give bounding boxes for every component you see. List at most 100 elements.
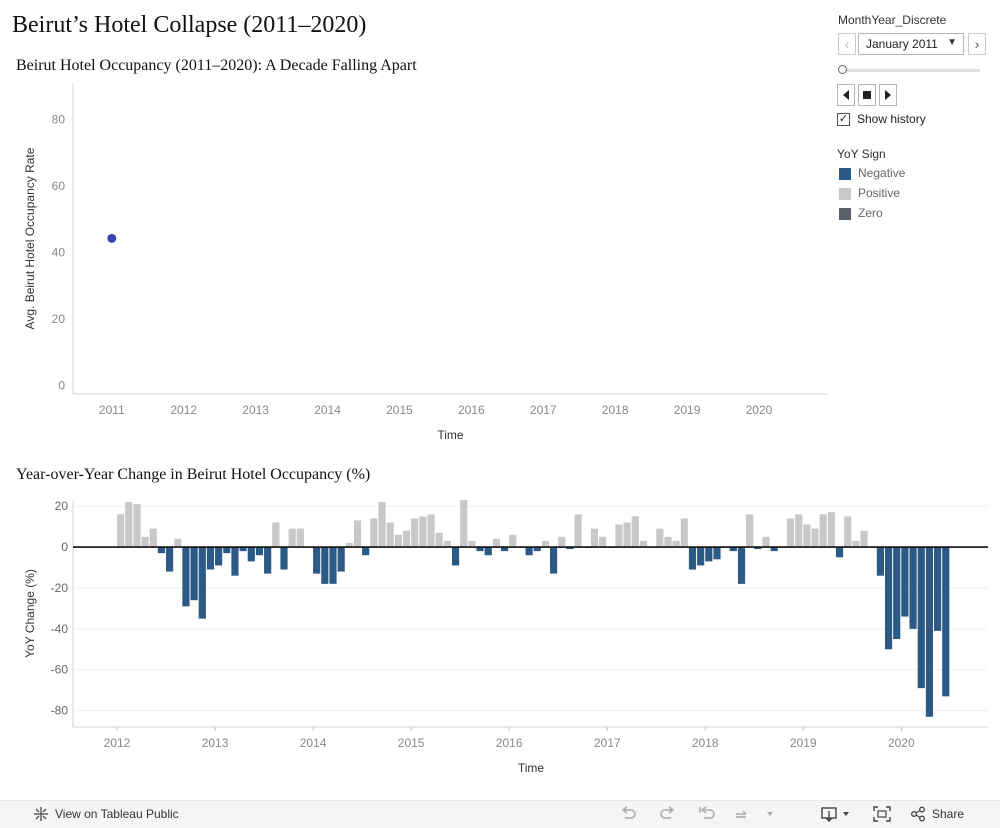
legend-swatch-negative xyxy=(839,168,851,180)
chart1-x-tick-label: 2011 xyxy=(99,403,125,417)
yoy-bar xyxy=(337,547,345,572)
legend-swatch-positive xyxy=(839,188,851,200)
chart1-title: Beirut Hotel Occupancy (2011–2020): A De… xyxy=(16,57,417,74)
yoy-bar xyxy=(182,547,190,607)
chart1-y-tick-label: 80 xyxy=(52,113,66,127)
yoy-bar xyxy=(615,524,623,548)
yoy-bar xyxy=(157,547,166,554)
yoy-bar xyxy=(917,547,925,689)
yoy-bar-chart[interactable]: 20 0 -20 -40 -60 -80 2012 2013 2014 2015 2016 2017 2… xyxy=(0,495,1000,790)
yoy-bar xyxy=(876,547,884,576)
chart2-x-tick-label: 2018 xyxy=(692,736,719,750)
yoy-bar xyxy=(541,540,550,548)
show-history-label: Show history xyxy=(857,112,926,126)
chart1-x-tick-label: 2013 xyxy=(242,403,269,417)
yoy-bar xyxy=(713,547,721,560)
yoy-bar xyxy=(623,522,631,548)
yoy-bar xyxy=(942,547,950,697)
chart1-x-tick-label: 2015 xyxy=(386,403,413,417)
next-month-button[interactable]: › xyxy=(968,33,986,55)
chart2-y-tick-label: -20 xyxy=(51,581,69,595)
stop-button[interactable] xyxy=(858,84,876,106)
yoy-bar xyxy=(427,514,435,548)
yoy-bar xyxy=(803,524,811,548)
yoy-bar xyxy=(754,547,762,550)
view-on-tableau-label: View on Tableau Public xyxy=(55,807,179,821)
yoy-bar xyxy=(901,547,909,617)
yoy-bar xyxy=(239,547,247,552)
chart2-title: Year-over-Year Change in Beirut Hotel Oc… xyxy=(16,466,371,483)
yoy-bar xyxy=(362,547,370,556)
occupancy-scatter-chart[interactable]: 0 20 40 60 80 2011 2012 2013 2014 2015 2016 2017 201… xyxy=(0,78,835,448)
stop-icon xyxy=(863,91,871,99)
yoy-bar xyxy=(599,536,607,548)
yoy-bar xyxy=(819,514,827,548)
fullscreen-icon[interactable] xyxy=(872,805,892,823)
undo-icon[interactable] xyxy=(618,805,638,823)
occupancy-data-point xyxy=(107,233,117,243)
redo-icon[interactable] xyxy=(658,805,678,823)
yoy-bar xyxy=(190,547,198,601)
step-back-button[interactable] xyxy=(837,84,855,106)
chart2-x-tick-label: 2020 xyxy=(888,736,915,750)
yoy-bar xyxy=(460,500,468,548)
chart1-y-tick-label: 0 xyxy=(58,379,65,393)
yoy-bar xyxy=(525,547,533,556)
yoy-bar xyxy=(141,536,149,548)
yoy-bar xyxy=(231,547,239,576)
chart1-x-tick-label: 2020 xyxy=(746,403,773,417)
yoy-bar xyxy=(378,502,386,548)
chart2-x-tick-label: 2019 xyxy=(790,736,817,750)
footer-toolbar: View on Tableau Public Share xyxy=(0,800,1000,828)
yoy-bar xyxy=(639,540,648,548)
chart1-y-tick-label: 60 xyxy=(52,179,66,193)
yoy-bar xyxy=(500,547,509,552)
yoy-bar xyxy=(149,528,157,548)
previous-month-button[interactable]: ‹ xyxy=(838,33,856,55)
yoy-bar xyxy=(411,518,419,548)
step-forward-button[interactable] xyxy=(879,84,897,106)
yoy-bar xyxy=(296,528,304,548)
month-year-dropdown[interactable]: January 2011 ▼ xyxy=(858,33,964,55)
chart2-y-tick-label: 0 xyxy=(61,540,68,554)
yoy-bar xyxy=(443,540,451,548)
revert-icon[interactable] xyxy=(697,805,717,823)
yoy-bar xyxy=(272,522,280,548)
refresh-icon[interactable] xyxy=(733,805,775,823)
filter-title: MonthYear_Discrete xyxy=(838,13,947,27)
chart2-y-tick-label: 20 xyxy=(55,499,69,513)
yoy-bar xyxy=(476,547,484,552)
download-icon[interactable] xyxy=(820,805,852,823)
yoy-bar xyxy=(770,547,778,552)
yoy-bar xyxy=(795,514,803,548)
share-icon xyxy=(911,806,925,822)
yoy-bar xyxy=(835,547,844,558)
month-slider-track[interactable] xyxy=(842,69,980,72)
yoy-bar xyxy=(419,516,427,548)
yoy-bar xyxy=(844,516,852,548)
legend-label-positive: Positive xyxy=(858,186,901,200)
share-button[interactable]: Share xyxy=(910,806,964,822)
yoy-bar xyxy=(247,547,255,562)
yoy-bar xyxy=(484,547,492,556)
yoy-bar xyxy=(811,528,819,548)
chart1-x-tick-label: 2018 xyxy=(602,403,629,417)
yoy-bar xyxy=(166,547,174,572)
month-slider-thumb[interactable] xyxy=(838,65,847,74)
yoy-bar xyxy=(884,547,893,650)
legend-swatch-zero xyxy=(839,208,851,220)
legend-title: YoY Sign xyxy=(837,147,886,161)
chart1-y-tick-label: 40 xyxy=(52,246,66,260)
chart2-y-tick-label: -40 xyxy=(51,622,69,636)
yoy-bar xyxy=(934,547,942,631)
chart2-x-tick-label: 2014 xyxy=(300,736,327,750)
chart1-x-tick-label: 2014 xyxy=(314,403,341,417)
share-label: Share xyxy=(932,807,965,821)
yoy-bar xyxy=(672,540,680,548)
view-on-tableau-link[interactable]: View on Tableau Public xyxy=(33,806,179,822)
show-history-checkbox[interactable]: ✓ xyxy=(837,113,850,126)
yoy-bar xyxy=(590,528,599,548)
yoy-bar xyxy=(117,514,125,548)
yoy-bar xyxy=(313,547,321,574)
legend-label-zero: Zero xyxy=(858,206,883,220)
